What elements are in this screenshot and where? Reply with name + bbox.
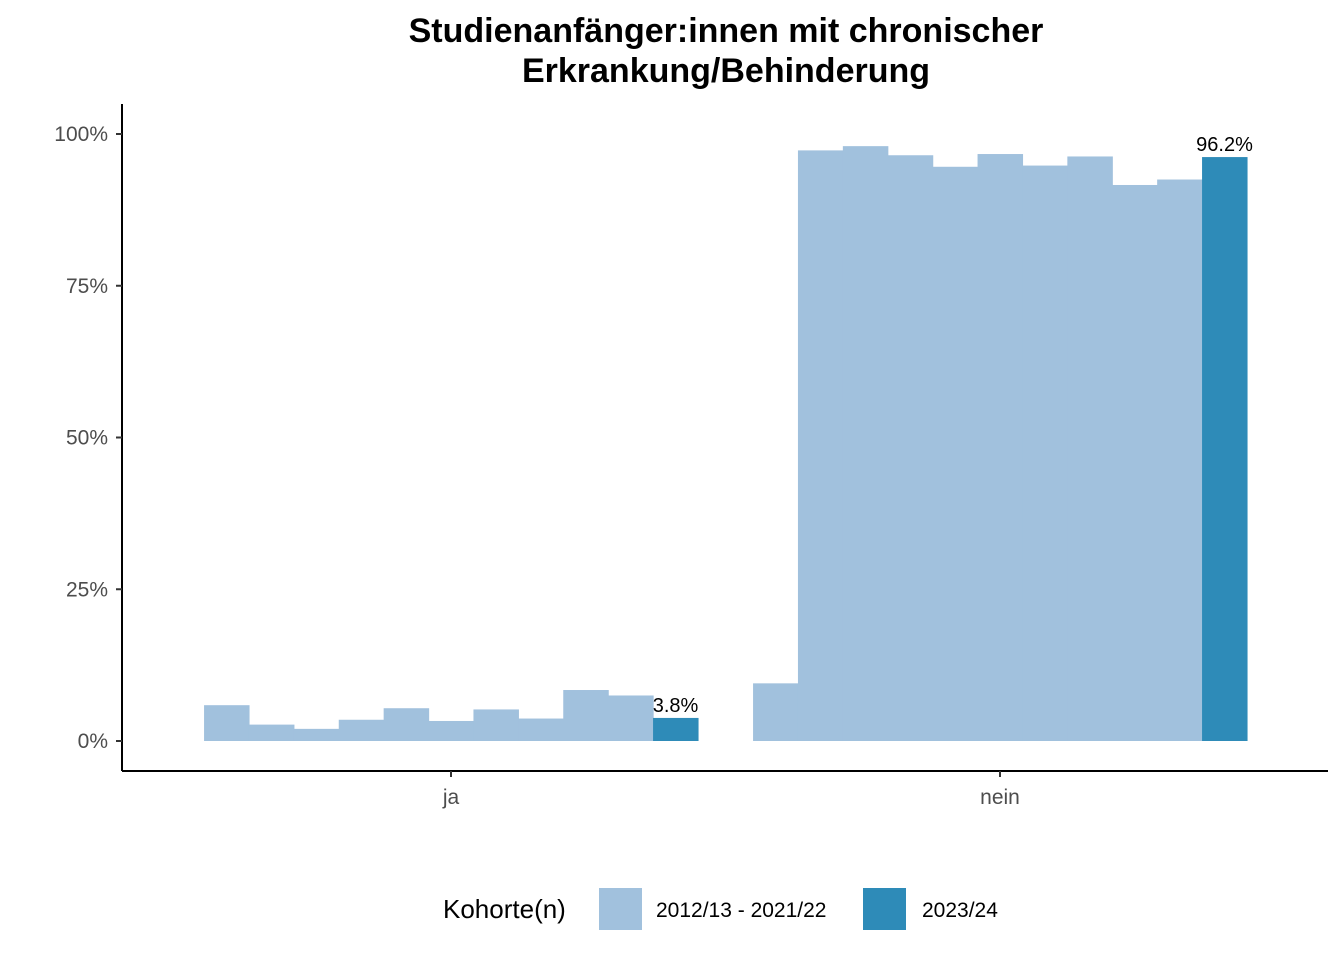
data-label-nein: 96.2% (1196, 134, 1253, 156)
bar-nein-3 (887, 155, 934, 741)
chart-title-line-1: Studienanfänger:innen mit chronischer (409, 12, 1044, 50)
bar-ja-3 (338, 719, 385, 741)
legend-title: Kohorte(n) (443, 894, 566, 924)
bar-nein-1 (797, 150, 844, 741)
bar-nein-5 (977, 154, 1024, 741)
y-tick-label-4: 100% (54, 123, 108, 146)
y-tick-label-1: 25% (66, 578, 108, 601)
bar-nein-8 (1112, 184, 1158, 742)
bar-ja-1 (248, 724, 295, 741)
bar-nein-7 (1067, 156, 1113, 741)
data-label-ja: 3.8% (653, 695, 699, 717)
bar-nein-4 (932, 166, 979, 741)
bar-ja-6 (473, 709, 519, 741)
y-axis: 0% 25% 50% 75% 100% (54, 104, 123, 771)
bar-ja-8 (563, 690, 609, 741)
chart-title-line-2: Erkrankung/Behinderung (522, 52, 930, 90)
bar-nein-9 (1157, 179, 1203, 741)
legend-label-1: 2023/24 (922, 899, 998, 922)
legend: Kohorte(n) 2012/13 - 2021/22 2023/24 (443, 888, 998, 930)
bar-ja-9 (608, 695, 654, 741)
bar-nein-2 (842, 146, 889, 741)
bars-layer: 3.8% 96.2% (204, 134, 1253, 742)
chart-title: Studienanfänger:innen mit chronischer Er… (409, 12, 1044, 90)
bar-nein-0 (753, 683, 799, 741)
bar-ja-10 (653, 717, 699, 741)
y-tick-label-2: 50% (66, 427, 108, 450)
bar-ja-7 (518, 718, 564, 741)
x-tick-label-nein: nein (980, 786, 1020, 809)
bar-ja-4 (383, 708, 430, 741)
x-tick-label-ja: ja (442, 786, 460, 809)
bar-ja-2 (293, 728, 340, 741)
bar-ja-0 (204, 705, 250, 741)
y-tick-label-0: 0% (78, 730, 108, 753)
x-axis: ja nein (122, 770, 1328, 809)
y-tick-label-3: 75% (66, 275, 108, 298)
legend-label-0: 2012/13 - 2021/22 (656, 899, 826, 922)
bar-nein-6 (1022, 165, 1068, 741)
bar-nein-10 (1202, 157, 1248, 741)
legend-key-0 (599, 888, 642, 930)
legend-key-1 (863, 888, 906, 930)
bar-ja-5 (428, 720, 475, 741)
